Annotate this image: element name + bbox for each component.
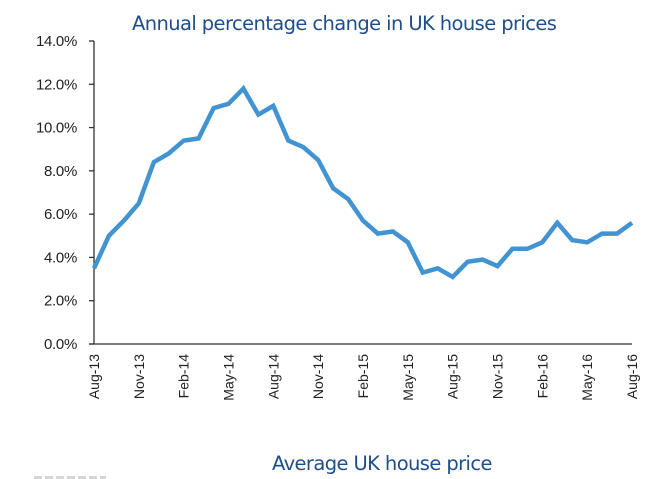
x-tick-label: May-16 <box>579 354 595 401</box>
x-tick-label: May-14 <box>221 354 237 401</box>
x-tick-label: Aug-13 <box>86 354 102 399</box>
x-tick-label: Feb-15 <box>355 354 371 399</box>
x-tick-label: Aug-14 <box>265 354 281 399</box>
x-tick-label: Feb-16 <box>534 354 550 399</box>
x-tick-label: Nov-14 <box>310 354 326 399</box>
y-axis: 0.0% 2.0% 4.0% 6.0% 8.0% 10.0% 12.0% 14.0% <box>36 33 95 353</box>
x-tick-label: Aug-15 <box>445 354 461 399</box>
cutoff-axis-label-fragment <box>34 476 106 479</box>
x-axis: Aug-13 Nov-13 Feb-14 May-14 Aug-14 Nov-14 Feb-… <box>86 343 640 401</box>
x-tick-label: Feb-14 <box>176 354 192 399</box>
second-chart-title: Average UK house price <box>272 452 492 475</box>
chart-title: Annual percentage change in UK house pri… <box>132 12 557 35</box>
y-tick-label: 2.0% <box>44 293 77 310</box>
series-line <box>91 84 634 280</box>
x-tick-label: Aug-16 <box>624 354 640 399</box>
y-tick-label: 8.0% <box>44 163 77 180</box>
series-layer <box>91 84 634 280</box>
line-chart: 0.0% 2.0% 4.0% 6.0% 8.0% 10.0% 12.0% 14.0% Aug-… <box>36 33 640 401</box>
x-tick-label: May-15 <box>400 354 416 401</box>
y-tick-label: 6.0% <box>44 206 77 223</box>
y-tick-label: 14.0% <box>36 33 77 50</box>
y-tick-label: 10.0% <box>36 120 77 137</box>
x-tick-label: Nov-13 <box>131 354 147 399</box>
x-tick-label: Nov-15 <box>490 354 506 399</box>
y-tick-label: 0.0% <box>44 336 77 353</box>
y-tick-label: 4.0% <box>44 249 77 266</box>
y-tick-label: 12.0% <box>36 76 77 93</box>
